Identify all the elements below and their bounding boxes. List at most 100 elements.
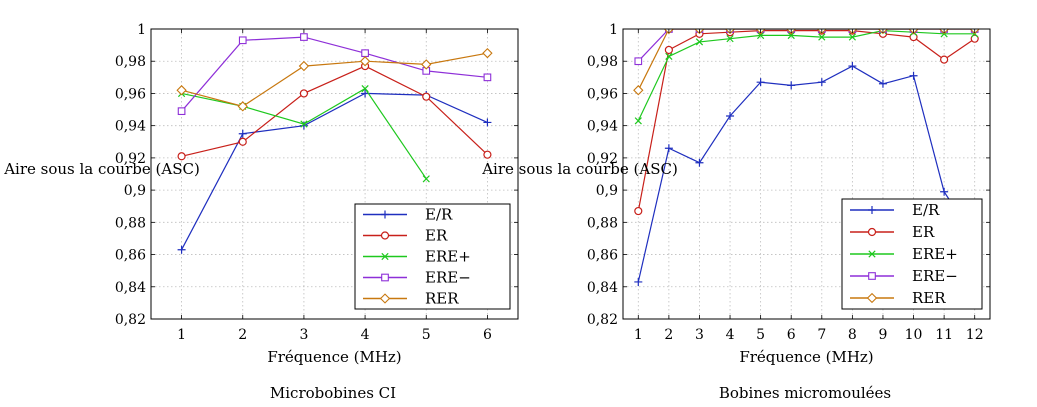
data-point	[633, 85, 644, 96]
plot-frame	[622, 28, 991, 320]
data-point	[482, 47, 493, 59]
x-tick-label: 4	[361, 327, 370, 343]
data-point	[359, 56, 371, 67]
y-tick-label: 1	[609, 22, 618, 38]
data-point	[665, 52, 673, 61]
series-ere	[634, 29, 979, 125]
data-point	[634, 57, 643, 66]
series-er	[634, 29, 979, 216]
y-tick-label: 0,98	[587, 54, 618, 70]
legend-swatch-marker	[381, 273, 389, 282]
legend-label: ER	[425, 227, 448, 245]
y-tick-label: 0,9	[124, 183, 146, 199]
series-er	[177, 61, 492, 161]
data-point	[422, 175, 430, 183]
y-tick-label: 0,88	[115, 215, 146, 231]
legend-label: RER	[425, 290, 459, 308]
legend-item: ERE+	[363, 248, 471, 266]
data-point	[940, 187, 949, 196]
series-ere	[177, 33, 492, 116]
x-tick-label: 2	[238, 327, 247, 343]
y-tick-label: 0,88	[587, 215, 618, 231]
y-tick-label: 0,84	[587, 280, 618, 296]
data-point	[634, 206, 643, 216]
data-point	[909, 71, 918, 80]
x-tick-label: 6	[787, 327, 796, 343]
data-point	[726, 35, 734, 43]
legend-swatch-marker	[868, 272, 876, 280]
data-point	[756, 78, 765, 87]
legend-swatch-marker	[381, 252, 389, 261]
y-tick-label: 0,94	[587, 119, 618, 135]
data-point	[238, 36, 247, 45]
y-tick-label: 0,94	[115, 119, 146, 135]
legend-label: ERE+	[912, 245, 958, 263]
legend-swatch-marker	[867, 227, 877, 237]
legend-swatch-marker	[868, 250, 876, 258]
x-tick-label: 7	[817, 327, 826, 343]
x-axis-label: Fréquence (MHz)	[267, 348, 401, 366]
data-point	[757, 31, 765, 40]
data-point	[878, 79, 887, 88]
series-ere	[634, 29, 979, 66]
x-tick-label: 1	[634, 327, 643, 343]
y-tick-label: 0,92	[587, 151, 618, 167]
y-tick-label: 0,9	[596, 183, 618, 199]
y-tick-label: 0,92	[115, 151, 146, 167]
data-point	[787, 81, 796, 90]
data-point	[726, 112, 735, 120]
legend-label: ERE−	[425, 269, 471, 287]
x-tick-label: 5	[756, 327, 765, 343]
x-tick-label: 4	[726, 327, 735, 343]
data-point	[483, 118, 492, 127]
data-point	[940, 55, 949, 64]
data-point	[634, 277, 643, 286]
series-line	[181, 36, 488, 112]
legend: E/R ER ERE+ ERE− RER	[841, 198, 983, 310]
legend-swatch-marker	[380, 231, 390, 240]
series-rer	[176, 47, 493, 112]
x-tick-label: 1	[177, 327, 186, 343]
y-tick-label: 0,82	[587, 312, 618, 328]
chart-title: Microbobines CI	[270, 384, 396, 402]
data-point	[299, 121, 308, 130]
data-point	[298, 60, 310, 72]
legend-label: E/R	[425, 206, 453, 224]
data-point	[300, 120, 308, 128]
data-point	[695, 158, 704, 167]
legend-item: E/R	[850, 201, 940, 219]
data-point	[421, 59, 432, 70]
series-er	[177, 89, 492, 254]
series-line	[637, 65, 976, 283]
data-point	[177, 107, 186, 116]
legend-label: RER	[912, 289, 946, 307]
legend-item: ERE−	[850, 267, 958, 285]
legend-swatch-marker	[381, 210, 389, 219]
data-point	[787, 31, 795, 40]
legend-label: ERE−	[912, 267, 958, 285]
data-point	[695, 38, 704, 46]
series-line	[637, 29, 975, 91]
x-tick-label: 6	[483, 327, 492, 343]
data-point	[634, 117, 642, 125]
series-line	[181, 92, 488, 250]
y-axis-label: Aire sous la courbe (ASC)	[3, 160, 200, 178]
data-point	[483, 73, 492, 82]
grid	[623, 28, 990, 320]
y-axis-label: Aire sous la courbe (ASC)	[481, 160, 678, 178]
data-point	[664, 45, 673, 55]
x-tick-label: 10	[905, 327, 923, 343]
series-line	[181, 52, 488, 107]
y-tick-label: 0,96	[115, 86, 146, 102]
y-tick-label: 0,86	[115, 248, 146, 264]
x-tick-label: 8	[848, 327, 857, 343]
legend-label: ERE+	[425, 248, 471, 266]
legend-item: ER	[363, 227, 448, 245]
y-tick-label: 1	[137, 22, 146, 38]
legend-item: E/R	[363, 206, 453, 224]
y-tick-label: 0,84	[115, 280, 146, 296]
legend-label: E/R	[912, 201, 940, 219]
x-tick-label: 5	[422, 327, 431, 343]
legend: E/R ER ERE+ ERE− RER	[354, 203, 511, 310]
